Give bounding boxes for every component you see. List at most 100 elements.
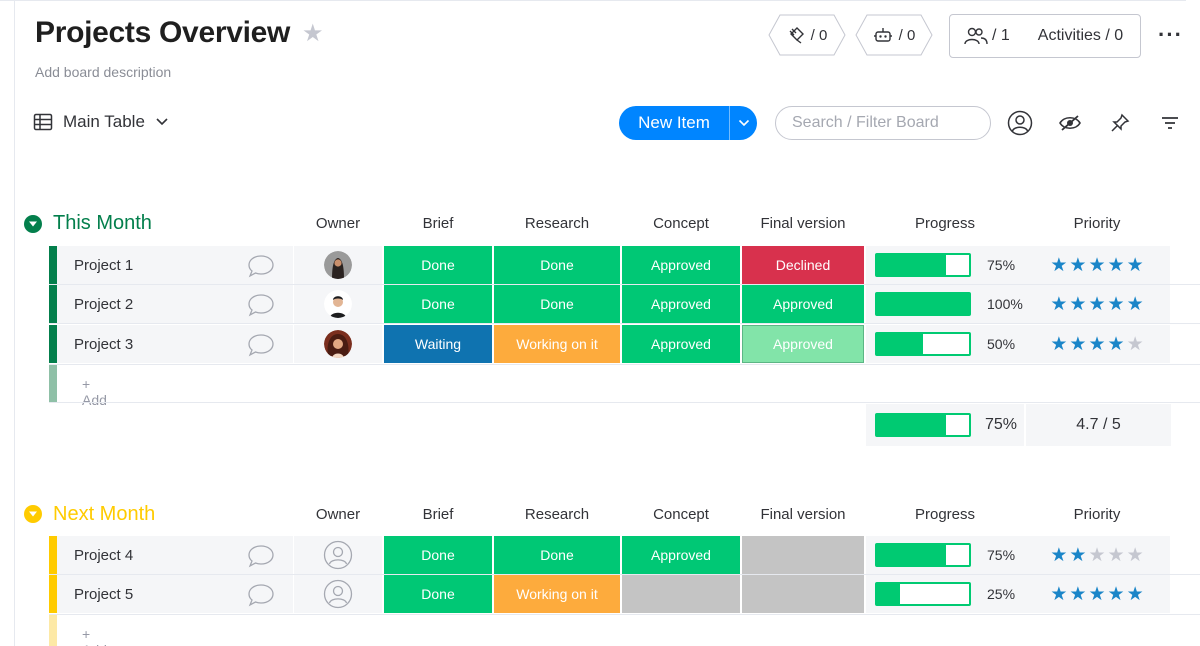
board-description[interactable]: Add board description [35,64,172,80]
column-header-research[interactable]: Research [524,506,590,523]
rating-star-icon[interactable]: ★ [1126,333,1144,355]
column-header-progress[interactable]: Progress [914,506,976,523]
concept-status[interactable]: Approved [622,536,740,574]
brief-status[interactable]: Waiting [384,325,492,363]
rating-star-icon[interactable]: ★ [1088,293,1106,315]
item-name[interactable]: Project 5 [57,575,293,613]
group-collapse-toggle[interactable] [24,505,42,523]
new-item-button[interactable]: New Item [619,106,757,140]
column-header-progress[interactable]: Progress [914,215,976,232]
rating-star-icon[interactable]: ★ [1088,544,1106,566]
final-version-status[interactable]: Approved [742,325,864,363]
final-version-status[interactable]: Approved [742,285,864,323]
research-status[interactable]: Working on it [494,325,620,363]
rating-star-icon[interactable]: ★ [1126,254,1144,276]
owner-cell[interactable] [294,325,382,363]
priority-rating[interactable]: ★ ★ ★ ★ ★ [1024,536,1170,574]
rating-star-icon[interactable]: ★ [1050,333,1068,355]
board-title[interactable]: Projects Overview [35,16,291,49]
brief-status[interactable]: Done [384,575,492,613]
rating-star-icon[interactable]: ★ [1050,583,1068,605]
column-header-concept[interactable]: Concept [653,506,709,523]
group-title[interactable]: This Month [53,212,152,234]
research-status[interactable]: Done [494,285,620,323]
rating-star-icon[interactable]: ★ [1050,254,1068,276]
priority-rating[interactable]: ★ ★ ★ ★ ★ [1024,575,1170,613]
favorite-star-icon[interactable]: ★ [302,20,324,47]
chevron-down-icon[interactable] [155,117,169,127]
more-options-icon[interactable]: ··· [1158,22,1183,47]
rating-star-icon[interactable]: ★ [1088,333,1106,355]
view-switcher[interactable]: Main Table [33,112,169,132]
rating-star-icon[interactable]: ★ [1126,293,1144,315]
column-header-priority[interactable]: Priority [1073,506,1121,523]
members-activity-box[interactable]: / 1 Activities / 0 [949,14,1141,58]
research-status[interactable]: Done [494,246,620,284]
rating-star-icon[interactable]: ★ [1069,544,1087,566]
comment-bubble-icon[interactable] [247,583,275,607]
rating-star-icon[interactable]: ★ [1107,544,1125,566]
rating-star-icon[interactable]: ★ [1069,333,1087,355]
add-item-label[interactable]: + Add [82,626,107,646]
column-header-priority[interactable]: Priority [1073,215,1121,232]
activities-label[interactable]: Activities / 0 [1037,27,1124,44]
integrations-button[interactable]: / 0 [768,14,846,56]
column-header-research[interactable]: Research [524,215,590,232]
comment-bubble-icon[interactable] [247,254,275,278]
research-status[interactable]: Done [494,536,620,574]
comment-bubble-icon[interactable] [247,293,275,317]
add-item-label[interactable]: + Add [82,376,107,408]
rating-star-icon[interactable]: ★ [1088,254,1106,276]
concept-status[interactable] [622,575,740,613]
owner-cell[interactable] [294,246,382,284]
column-header-final-version[interactable]: Final version [760,506,846,523]
comment-bubble-icon[interactable] [247,333,275,357]
rating-star-icon[interactable]: ★ [1107,333,1125,355]
group-collapse-toggle[interactable] [24,215,42,233]
sort-filter-icon[interactable] [1157,110,1183,136]
item-name[interactable]: Project 3 [57,325,293,363]
column-header-owner[interactable]: Owner [315,215,361,232]
item-name[interactable]: Project 1 [57,246,293,284]
comment-bubble-icon[interactable] [247,544,275,568]
person-filter-icon[interactable] [1007,110,1033,136]
rating-star-icon[interactable]: ★ [1088,583,1106,605]
final-version-status[interactable] [742,536,864,574]
priority-rating[interactable]: ★ ★ ★ ★ ★ [1024,325,1170,363]
column-header-concept[interactable]: Concept [653,215,709,232]
brief-status[interactable]: Done [384,246,492,284]
owner-cell[interactable] [294,536,382,574]
priority-rating[interactable]: ★ ★ ★ ★ ★ [1024,246,1170,284]
owner-cell[interactable] [294,575,382,613]
column-header-owner[interactable]: Owner [315,506,361,523]
automations-button[interactable]: / 0 [855,14,933,56]
group-title[interactable]: Next Month [53,503,156,525]
item-name[interactable]: Project 2 [57,285,293,323]
rating-star-icon[interactable]: ★ [1069,254,1087,276]
pin-icon[interactable] [1107,110,1133,136]
rating-star-icon[interactable]: ★ [1126,544,1144,566]
rating-star-icon[interactable]: ★ [1069,583,1087,605]
concept-status[interactable]: Approved [622,325,740,363]
search-filter-input[interactable] [775,106,991,140]
rating-star-icon[interactable]: ★ [1069,293,1087,315]
column-header-brief[interactable]: Brief [422,506,454,523]
brief-status[interactable]: Done [384,536,492,574]
rating-star-icon[interactable]: ★ [1107,254,1125,276]
rating-star-icon[interactable]: ★ [1050,544,1068,566]
concept-status[interactable]: Approved [622,246,740,284]
brief-status[interactable]: Done [384,285,492,323]
rating-star-icon[interactable]: ★ [1050,293,1068,315]
concept-status[interactable]: Approved [622,285,740,323]
column-header-brief[interactable]: Brief [422,215,454,232]
hide-columns-icon[interactable] [1057,110,1083,136]
final-version-status[interactable]: Declined [742,246,864,284]
item-name[interactable]: Project 4 [57,536,293,574]
new-item-dropdown[interactable] [729,106,757,140]
rating-star-icon[interactable]: ★ [1107,293,1125,315]
final-version-status[interactable] [742,575,864,613]
research-status[interactable]: Working on it [494,575,620,613]
rating-star-icon[interactable]: ★ [1107,583,1125,605]
column-header-final-version[interactable]: Final version [760,215,846,232]
owner-cell[interactable] [294,285,382,323]
